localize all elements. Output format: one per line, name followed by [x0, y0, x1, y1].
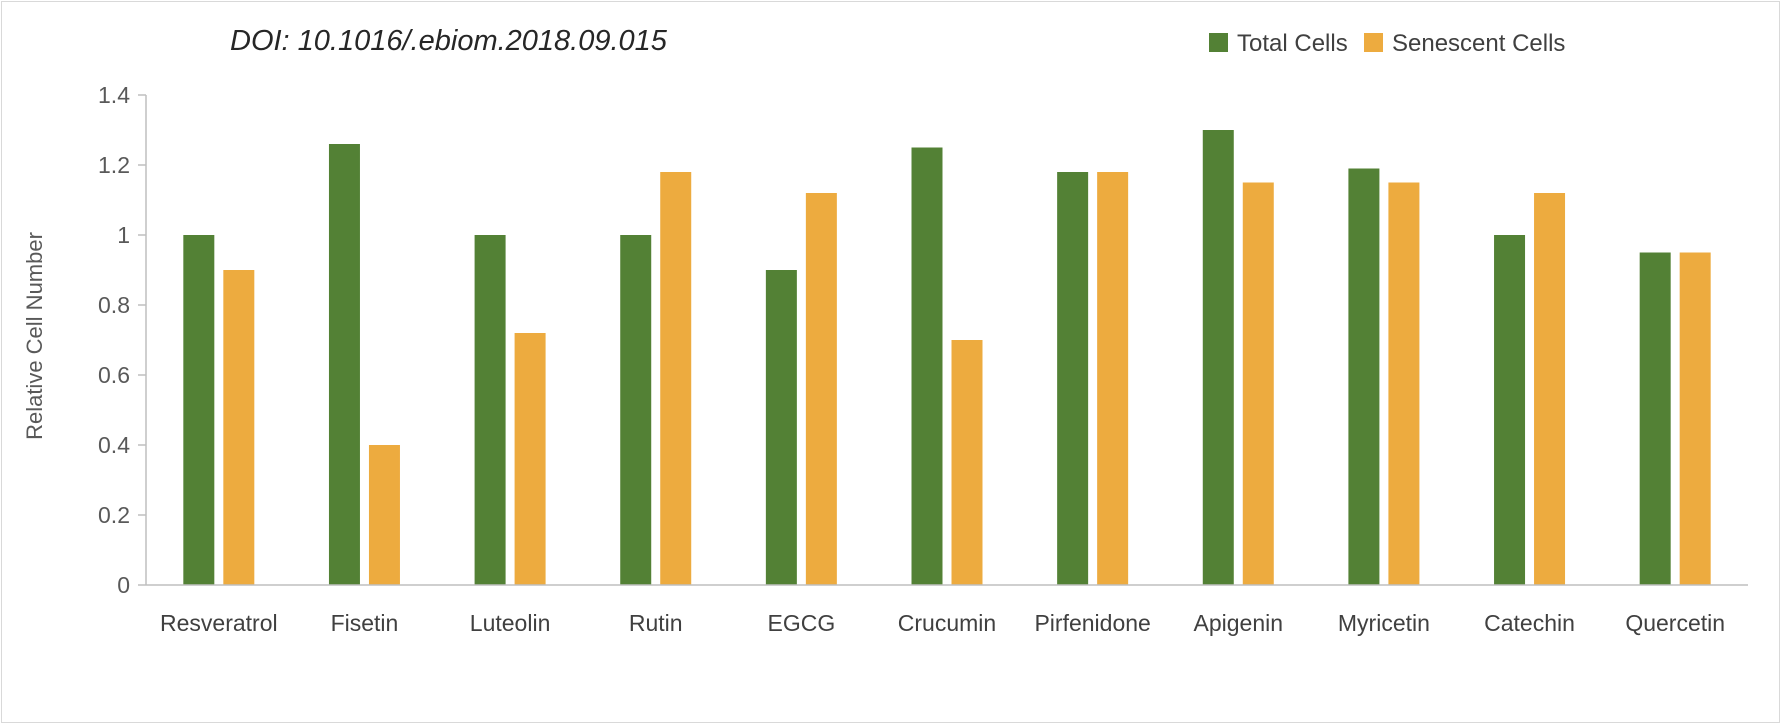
- x-axis: Resveratrol Fisetin Luteolin Rutin EGCG Crucu…: [146, 584, 1748, 636]
- y-tick-label: 1.2: [98, 152, 130, 178]
- bar-total-cells: [1348, 168, 1380, 585]
- legend-swatch-senescent-cells: [1364, 33, 1383, 52]
- bar-total-cells: [1639, 252, 1671, 585]
- x-tick-label: Quercetin: [1625, 610, 1725, 636]
- x-tick-label: Crucumin: [898, 610, 996, 636]
- bar-senescent-cells: [1097, 172, 1129, 585]
- legend: Total Cells Senescent Cells: [1209, 30, 1565, 57]
- bar-total-cells: [911, 147, 943, 585]
- bar-total-cells: [328, 144, 360, 585]
- bar-senescent-cells: [951, 340, 983, 585]
- bar-senescent-cells: [368, 445, 400, 585]
- x-tick-label: EGCG: [767, 610, 835, 636]
- bar-total-cells: [1202, 130, 1234, 585]
- legend-swatch-total-cells: [1209, 33, 1228, 52]
- y-axis: 0 0.2 0.4 0.6 0.8 1 1.2 1.4: [98, 82, 147, 598]
- y-tick-label: 0.8: [98, 292, 130, 318]
- bars: [183, 130, 1711, 585]
- y-tick-label: 0.4: [98, 432, 130, 458]
- bar-senescent-cells: [660, 172, 692, 585]
- bar-senescent-cells: [223, 270, 255, 585]
- x-tick-label: Fisetin: [331, 610, 399, 636]
- y-axis-title: Relative Cell Number: [22, 232, 47, 440]
- x-tick-label: Apigenin: [1194, 610, 1284, 636]
- bar-senescent-cells: [1534, 193, 1566, 585]
- bar-senescent-cells: [1679, 252, 1711, 585]
- y-tick-label: 0.6: [98, 362, 130, 388]
- x-tick-label: Pirfenidone: [1034, 610, 1150, 636]
- x-tick-label: Rutin: [629, 610, 683, 636]
- bar-senescent-cells: [514, 333, 546, 585]
- bar-total-cells: [1494, 235, 1526, 585]
- bar-total-cells: [1057, 172, 1089, 585]
- bar-total-cells: [183, 235, 215, 585]
- bar-senescent-cells: [805, 193, 837, 585]
- bar-total-cells: [620, 235, 652, 585]
- x-tick-label: Catechin: [1484, 610, 1575, 636]
- legend-label-total-cells: Total Cells: [1237, 30, 1348, 57]
- x-tick-label: Luteolin: [470, 610, 551, 636]
- doi-annotation: DOI: 10.1016/.ebiom.2018.09.015: [230, 25, 668, 57]
- bar-total-cells: [765, 270, 797, 585]
- legend-label-senescent-cells: Senescent Cells: [1392, 30, 1565, 57]
- bar-senescent-cells: [1242, 182, 1274, 585]
- y-tick-label: 1: [117, 222, 130, 248]
- y-tick-label: 1.4: [98, 82, 130, 108]
- bar-senescent-cells: [1388, 182, 1420, 585]
- y-tick-label: 0: [117, 572, 130, 598]
- x-tick-label: Resveratrol: [160, 610, 278, 636]
- bar-total-cells: [474, 235, 506, 585]
- x-tick-label: Myricetin: [1338, 610, 1430, 636]
- y-tick-label: 0.2: [98, 502, 130, 528]
